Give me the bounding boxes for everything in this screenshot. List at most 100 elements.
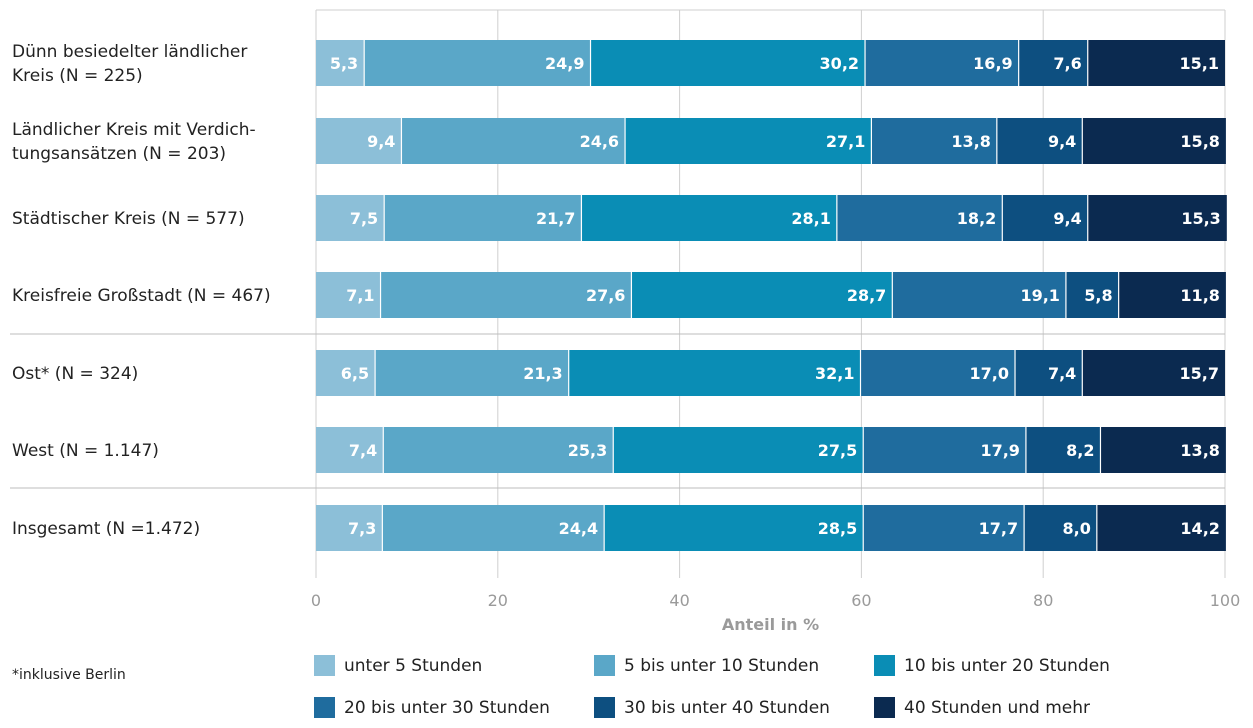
bar-segment — [1087, 195, 1227, 241]
legend-swatch — [874, 697, 895, 718]
bar-segment — [1024, 505, 1097, 551]
data-label: 16,9 — [973, 54, 1012, 73]
data-label: 7,5 — [350, 209, 378, 228]
bar-segment — [316, 272, 381, 318]
bar-segment — [581, 195, 837, 241]
bar-segment — [1087, 40, 1225, 86]
bar-segment — [865, 40, 1019, 86]
bar-segment — [1082, 118, 1226, 164]
bar-segment — [382, 505, 605, 551]
bar-segment — [401, 118, 626, 164]
bar-segment — [1018, 40, 1088, 86]
bar-segment — [590, 40, 866, 86]
category-label: Ost* (N = 324) — [12, 364, 138, 384]
category-label: Dünn besiedelter ländlicher — [12, 42, 247, 62]
data-label: 11,8 — [1180, 286, 1219, 305]
data-label: 15,7 — [1180, 364, 1219, 383]
bar-segment — [836, 195, 1003, 241]
bar-segment — [568, 350, 861, 396]
bar-segment — [1015, 350, 1083, 396]
bar-segment — [316, 505, 383, 551]
legend-item: 40 Stunden und mehr — [874, 697, 1090, 718]
data-label: 17,0 — [970, 364, 1009, 383]
data-label: 32,1 — [815, 364, 854, 383]
bar-segment — [871, 118, 997, 164]
x-tick-label: 60 — [851, 591, 871, 610]
data-label: 5,3 — [330, 54, 358, 73]
data-label: 28,7 — [847, 286, 886, 305]
data-label: 7,1 — [346, 286, 374, 305]
legend-label: 30 bis unter 40 Stunden — [624, 697, 830, 718]
bar-segment — [625, 118, 872, 164]
x-tick-label: 80 — [1033, 591, 1053, 610]
bar-segment — [613, 427, 864, 473]
legend-label: 40 Stunden und mehr — [904, 697, 1090, 718]
data-label: 8,0 — [1062, 519, 1090, 538]
data-label: 28,1 — [791, 209, 830, 228]
footnote: *inklusive Berlin — [12, 667, 126, 683]
bar-segment — [316, 40, 365, 86]
data-label: 17,7 — [979, 519, 1018, 538]
stacked-bar-chart: 5,3 24,9 30,2 16,9 7,6 15,1 Dünn besiedelter l… — [10, 9, 1241, 634]
legend-item: 20 bis unter 30 Stunden — [314, 697, 550, 718]
data-label: 13,8 — [1180, 441, 1219, 460]
bar-segment — [892, 272, 1066, 318]
x-tick-label: 100 — [1210, 591, 1241, 610]
data-label: 7,3 — [348, 519, 376, 538]
data-label: 7,4 — [349, 441, 377, 460]
bar-segment — [1100, 427, 1226, 473]
legend-swatch — [874, 655, 895, 676]
legend-swatch — [594, 697, 615, 718]
legend-swatch — [314, 697, 335, 718]
data-label: 25,3 — [568, 441, 607, 460]
bar-segment — [383, 427, 614, 473]
bar-segment — [631, 272, 893, 318]
x-tick-label: 20 — [488, 591, 508, 610]
legend-item: 30 bis unter 40 Stunden — [594, 697, 830, 718]
data-label: 15,1 — [1180, 54, 1219, 73]
bar-segment — [1002, 195, 1088, 241]
data-label: 9,4 — [367, 132, 395, 151]
category-label: Insgesamt (N =1.472) — [12, 519, 200, 539]
legend-item: 10 bis unter 20 Stunden — [874, 655, 1110, 676]
data-label: 27,5 — [818, 441, 857, 460]
data-label: 9,4 — [1053, 209, 1081, 228]
bar-segment — [860, 350, 1016, 396]
data-label: 27,1 — [826, 132, 865, 151]
bar-segment — [375, 350, 569, 396]
data-label: 21,7 — [536, 209, 575, 228]
legend-label: 10 bis unter 20 Stunden — [904, 655, 1110, 676]
data-label: 17,9 — [980, 441, 1019, 460]
bar-segment — [316, 195, 385, 241]
legend-item: unter 5 Stunden — [314, 655, 482, 676]
legend-swatch — [594, 655, 615, 676]
x-tick-label: 0 — [311, 591, 321, 610]
bar-segment — [863, 427, 1026, 473]
bar-segment — [384, 195, 582, 241]
bar-segment — [316, 427, 384, 473]
bar-segment — [1025, 427, 1101, 473]
bar-segment — [316, 118, 402, 164]
data-label: 24,9 — [545, 54, 584, 73]
bar-segment — [1065, 272, 1119, 318]
data-label: 14,2 — [1180, 519, 1219, 538]
data-label: 15,8 — [1180, 132, 1219, 151]
category-label: Ländlicher Kreis mit Verdich- — [12, 120, 256, 140]
category-label: tungsansätzen (N = 203) — [12, 144, 226, 164]
legend-label: 20 bis unter 30 Stunden — [344, 697, 550, 718]
bar-segment — [316, 350, 376, 396]
data-label: 6,5 — [341, 364, 369, 383]
bar-segment — [996, 118, 1083, 164]
data-label: 13,8 — [951, 132, 990, 151]
legend-swatch — [314, 655, 335, 676]
bar-segment — [863, 505, 1025, 551]
data-label: 9,4 — [1048, 132, 1076, 151]
data-label: 24,4 — [559, 519, 598, 538]
data-label: 21,3 — [523, 364, 562, 383]
category-label: Kreisfreie Großstadt (N = 467) — [12, 286, 271, 306]
data-label: 27,6 — [586, 286, 625, 305]
legend-label: 5 bis unter 10 Stunden — [624, 655, 820, 676]
bar-segment — [364, 40, 591, 86]
bar-segment — [1096, 505, 1226, 551]
data-label: 30,2 — [820, 54, 859, 73]
